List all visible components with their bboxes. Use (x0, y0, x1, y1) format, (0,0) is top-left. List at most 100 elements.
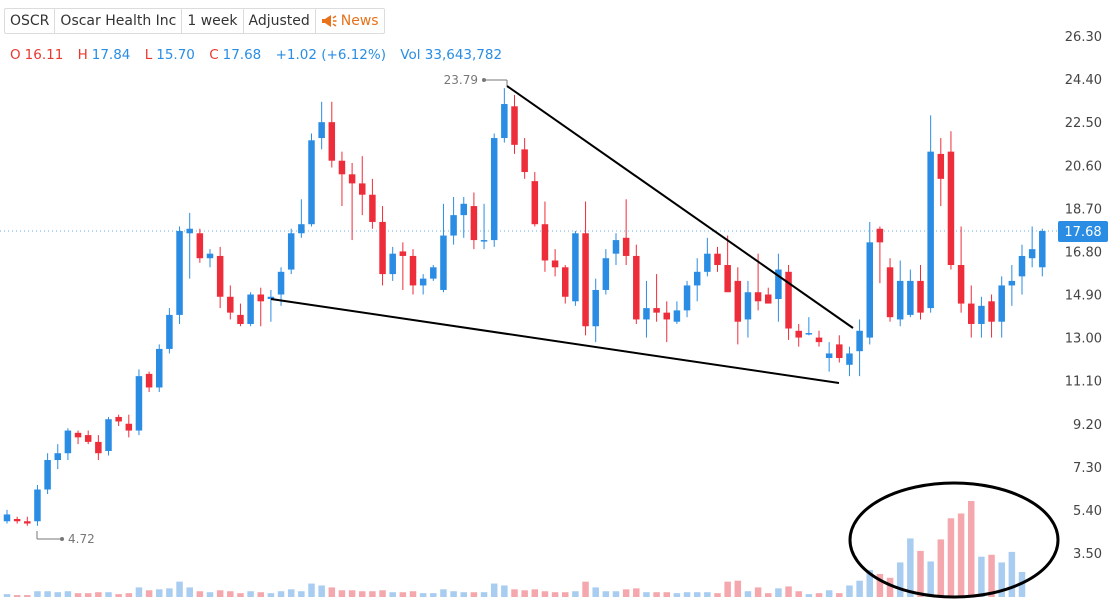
candle (714, 246, 721, 272)
volume-highlight-circle (848, 481, 1060, 599)
volume-bar (582, 581, 589, 597)
volume-bar (886, 577, 894, 597)
volume-bar (105, 592, 112, 597)
candle (562, 265, 569, 304)
volume-bar (622, 589, 630, 597)
interval-button[interactable]: 1 week (182, 9, 244, 33)
candle (359, 156, 366, 216)
volume-bar (805, 594, 813, 597)
volume-bar (54, 592, 61, 597)
volume-bar (592, 587, 599, 597)
volume-bar (318, 585, 325, 597)
volume-bar (145, 590, 153, 597)
candle (815, 330, 823, 347)
change-value: +1.02 (+6.12%) (275, 47, 386, 63)
low-value: 15.70 (156, 47, 195, 63)
candle (95, 435, 102, 461)
volume-bar (815, 593, 823, 597)
volume-bar (13, 595, 21, 597)
candle (866, 221, 873, 345)
volume-bar (744, 591, 752, 597)
volume-bar (369, 591, 376, 597)
candle (74, 430, 82, 445)
volume-bar (389, 592, 396, 597)
candle (338, 151, 346, 207)
chart-toolbar: OSCR Oscar Health Inc 1 week Adjusted Ne… (4, 8, 385, 34)
megaphone-icon (321, 15, 337, 27)
price-tick-label: 13.00 (1065, 332, 1102, 347)
candle (541, 201, 549, 272)
candle (348, 162, 356, 241)
volume-bar (125, 593, 133, 597)
candle (653, 274, 660, 322)
candle (227, 285, 234, 320)
candle (257, 287, 264, 327)
volume-bar (795, 591, 802, 597)
candle (775, 253, 782, 322)
interval-label: 1 week (187, 13, 238, 29)
lower-trendline (270, 298, 840, 384)
candle (176, 226, 183, 324)
candle (968, 285, 975, 338)
candle (125, 414, 133, 438)
news-label: News (340, 13, 379, 29)
adjustment-button[interactable]: Adjusted (244, 9, 316, 33)
candle (622, 199, 630, 266)
price-tick-label: 22.50 (1065, 116, 1102, 131)
candle (399, 242, 407, 290)
candle (3, 509, 11, 524)
volume-bar (490, 583, 498, 597)
volume-bar (612, 591, 620, 597)
volume-bar (480, 592, 488, 597)
high-label: H (77, 47, 88, 63)
symbol-label: OSCR (10, 13, 50, 29)
candle (592, 278, 599, 343)
price-tick-label: 9.20 (1073, 418, 1102, 433)
candle (44, 453, 51, 495)
candle (785, 265, 792, 340)
volume-bar (572, 591, 579, 597)
price-tick-label: 11.10 (1065, 375, 1102, 390)
candle (582, 201, 589, 336)
volume-bar (166, 588, 173, 597)
volume-bar (419, 593, 427, 597)
candle (196, 228, 204, 263)
candle (84, 430, 92, 445)
symbol-button[interactable]: OSCR (5, 9, 56, 33)
volume-bar (44, 591, 51, 597)
candle (957, 226, 965, 313)
candle (1008, 265, 1016, 306)
volume-bar (176, 581, 183, 597)
candle (612, 233, 620, 266)
volume-bar (24, 595, 31, 597)
volume-bar (84, 593, 92, 597)
volume-bar (724, 581, 731, 597)
candle (34, 484, 41, 526)
price-tick-label: 14.90 (1065, 289, 1102, 304)
volume-bar (115, 594, 122, 597)
news-button[interactable]: News (316, 9, 384, 33)
volume-bar (988, 554, 995, 597)
price-tick-label: 20.60 (1065, 159, 1102, 174)
volume-bar (34, 591, 41, 597)
volume-bar (379, 590, 386, 597)
volume-bar (409, 591, 417, 597)
candle (328, 101, 336, 168)
company-name-button[interactable]: Oscar Health Inc (55, 9, 183, 33)
volume-bar (693, 592, 701, 597)
candle (186, 212, 193, 279)
candle (836, 335, 843, 363)
volume-bar (683, 592, 691, 597)
candle (379, 206, 386, 286)
candle (440, 203, 447, 293)
volume-bar (998, 562, 1005, 597)
close-label: C (209, 47, 219, 63)
volume-bar (348, 590, 356, 597)
candle (135, 369, 143, 436)
volume-bar (247, 591, 254, 597)
volume-bar (521, 590, 528, 597)
volume-bar (267, 593, 275, 597)
volume-bar (754, 587, 762, 597)
volume-bar (501, 585, 508, 597)
